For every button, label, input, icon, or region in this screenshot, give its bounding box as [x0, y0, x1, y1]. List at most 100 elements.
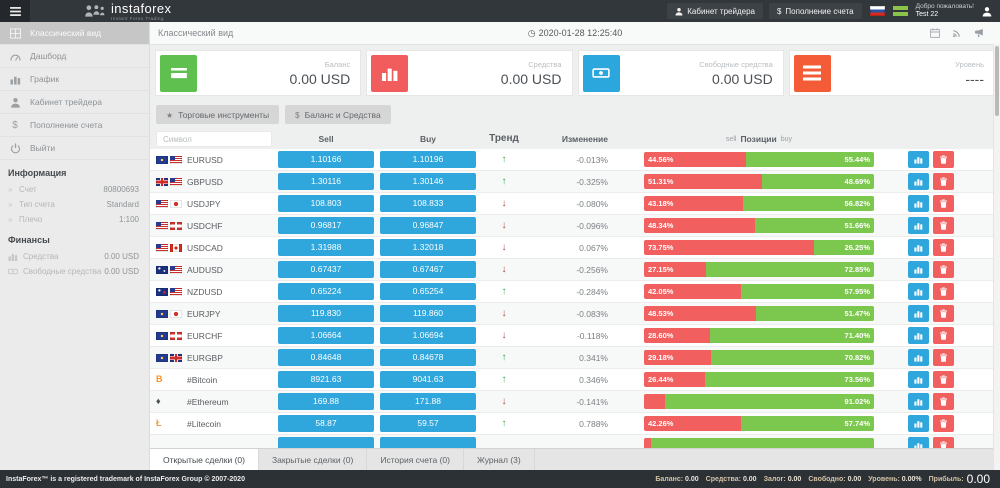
- sell-price-button[interactable]: 1.30116: [278, 173, 374, 190]
- delete-button[interactable]: [933, 305, 954, 322]
- buy-price-button[interactable]: 0.67467: [380, 261, 476, 278]
- chart-button[interactable]: [908, 437, 929, 448]
- trader-cabinet-button[interactable]: Кабинет трейдера: [667, 3, 763, 19]
- chart-button[interactable]: [908, 415, 929, 432]
- sidebar-menu-item[interactable]: Классический вид: [0, 22, 149, 45]
- buy-price-button[interactable]: 9041.63: [380, 371, 476, 388]
- rss-icon[interactable]: [952, 28, 962, 38]
- sidebar-menu-item[interactable]: Дашборд: [0, 45, 149, 68]
- megaphone-icon[interactable]: [974, 28, 984, 38]
- flag-ru-icon[interactable]: [869, 6, 885, 16]
- buy-price-button[interactable]: 1.32018: [380, 239, 476, 256]
- flag-eu-icon: [156, 155, 168, 164]
- ethereum-icon: ♦: [156, 396, 161, 406]
- buy-price-button[interactable]: 1.06694: [380, 327, 476, 344]
- vertical-scrollbar[interactable]: [993, 44, 1000, 470]
- buy-price-button[interactable]: 59.57: [380, 415, 476, 432]
- delete-button[interactable]: [933, 217, 954, 234]
- user-avatar-icon[interactable]: [982, 6, 992, 17]
- footer-stat: Средства: 0.00: [705, 475, 757, 483]
- positions-sell-segment: 73.75%: [644, 240, 814, 255]
- chart-button[interactable]: [908, 217, 929, 234]
- delete-button[interactable]: [933, 283, 954, 300]
- delete-button[interactable]: [933, 261, 954, 278]
- balance-funds-button[interactable]: $ Баланс и Средства: [285, 105, 391, 124]
- tab-account-history[interactable]: История счета (0): [367, 449, 464, 470]
- buy-price-button[interactable]: 0.96847: [380, 217, 476, 234]
- buy-price-button[interactable]: [380, 437, 476, 448]
- sell-price-button[interactable]: 58.87: [278, 415, 374, 432]
- sell-price-button[interactable]: 169.88: [278, 393, 374, 410]
- chart-button[interactable]: [908, 239, 929, 256]
- sidebar-menu-item[interactable]: Выйти: [0, 137, 149, 160]
- page-title: Классический вид: [158, 28, 234, 38]
- card-label: Баланс: [324, 59, 351, 69]
- tab-closed-trades[interactable]: Закрытые сделки (0): [259, 449, 368, 470]
- positions-buy-segment: 57.95%: [740, 284, 874, 299]
- sell-price-button[interactable]: 1.06664: [278, 327, 374, 344]
- delete-button[interactable]: [933, 239, 954, 256]
- sell-price-button[interactable]: [278, 437, 374, 448]
- chart-button[interactable]: [908, 151, 929, 168]
- delete-button[interactable]: [933, 151, 954, 168]
- sell-price-button[interactable]: 1.10166: [278, 151, 374, 168]
- buy-price-button[interactable]: 119.860: [380, 305, 476, 322]
- sell-price-button[interactable]: 119.830: [278, 305, 374, 322]
- bar-chart-icon: [914, 309, 923, 318]
- instaforex-logo[interactable]: instaforex Instant Forex Trading: [84, 2, 171, 21]
- sell-price-button[interactable]: 8921.63: [278, 371, 374, 388]
- chart-button[interactable]: [908, 371, 929, 388]
- sidebar-menu-item[interactable]: Кабинет трейдера: [0, 91, 149, 114]
- tab-journal[interactable]: Журнал (3): [464, 449, 535, 470]
- delete-button[interactable]: [933, 327, 954, 344]
- scrollbar-thumb[interactable]: [995, 46, 999, 116]
- trend-down-icon: ↓: [501, 395, 507, 407]
- sell-price-button[interactable]: 108.803: [278, 195, 374, 212]
- bottom-tabs: Открытые сделки (0) Закрытые сделки (0) Ис…: [150, 448, 1000, 470]
- buy-price-button[interactable]: 0.65254: [380, 283, 476, 300]
- tab-open-trades[interactable]: Открытые сделки (0): [150, 449, 259, 470]
- sidebar-menu-item[interactable]: $ Пополнение счета: [0, 114, 149, 137]
- buy-price-button[interactable]: 1.30146: [380, 173, 476, 190]
- delete-button[interactable]: [933, 173, 954, 190]
- logo-subtitle: Instant Forex Trading: [111, 15, 165, 21]
- hamburger-menu-button[interactable]: [0, 0, 30, 22]
- symbol-label: EURCHF: [187, 330, 223, 341]
- sell-price-button[interactable]: 0.96817: [278, 217, 374, 234]
- delete-button[interactable]: [933, 415, 954, 432]
- deposit-button[interactable]: $ Пополнение счета: [768, 3, 862, 19]
- positions-sell-segment: 44.56%: [644, 152, 747, 167]
- sell-price-button[interactable]: 0.84648: [278, 349, 374, 366]
- buy-price-button[interactable]: 171.88: [380, 393, 476, 410]
- delete-button[interactable]: [933, 371, 954, 388]
- trading-instruments-button[interactable]: ★ Торговые инструменты: [156, 105, 280, 124]
- buy-price-button[interactable]: 108.833: [380, 195, 476, 212]
- chart-button[interactable]: [908, 195, 929, 212]
- symbol-filter-input[interactable]: [156, 131, 272, 147]
- sell-price-button[interactable]: 0.65224: [278, 283, 374, 300]
- chart-button[interactable]: [908, 327, 929, 344]
- positions-sell-segment: 51.31%: [644, 174, 762, 189]
- chart-button[interactable]: [908, 305, 929, 322]
- chart-button[interactable]: [908, 393, 929, 410]
- flag-green-icon[interactable]: [892, 6, 908, 16]
- buy-price-button[interactable]: 1.10196: [380, 151, 476, 168]
- chart-button[interactable]: [908, 173, 929, 190]
- chart-button[interactable]: [908, 349, 929, 366]
- delete-button[interactable]: [933, 349, 954, 366]
- buy-price-button[interactable]: 0.84678: [380, 349, 476, 366]
- card-value: 0.00 USD: [712, 70, 773, 87]
- calendar-icon[interactable]: [930, 28, 940, 38]
- bar-chart-icon: [914, 265, 923, 274]
- sell-price-button[interactable]: 1.31988: [278, 239, 374, 256]
- chart-button[interactable]: [908, 283, 929, 300]
- sidebar-menu-item[interactable]: График: [0, 68, 149, 91]
- chart-button[interactable]: [908, 261, 929, 278]
- delete-button[interactable]: [933, 393, 954, 410]
- trend-up-icon: ↑: [501, 373, 507, 385]
- delete-button[interactable]: [933, 437, 954, 448]
- positions-sell-segment: 29.18%: [644, 350, 712, 365]
- table-row: ♦ #Ethereum 169.88 171.88 ↓ -0.141% 91.0…: [150, 391, 1000, 413]
- delete-button[interactable]: [933, 195, 954, 212]
- sell-price-button[interactable]: 0.67437: [278, 261, 374, 278]
